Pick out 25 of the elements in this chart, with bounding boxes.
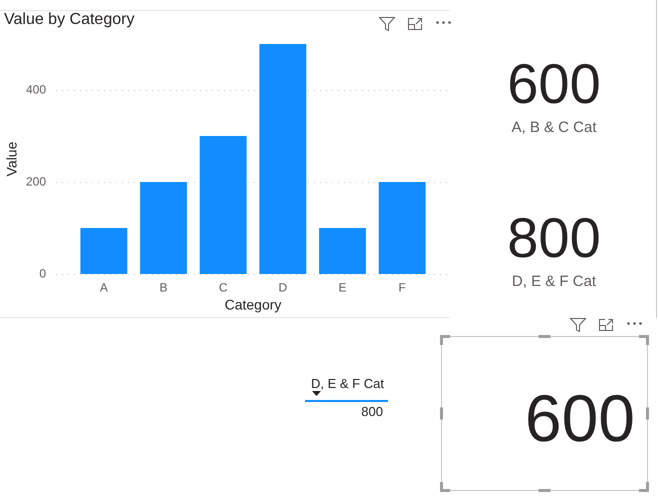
category-label: D, E & F Cat	[512, 272, 596, 290]
data-label: 600	[507, 52, 601, 115]
x-tick-label: F	[398, 280, 406, 295]
bar	[259, 44, 306, 274]
x-tick-label: A	[100, 280, 108, 295]
x-tick-label: B	[159, 280, 168, 295]
data-label: 800	[507, 206, 601, 269]
bar	[140, 182, 187, 274]
bar	[319, 228, 366, 274]
x-tick-label: E	[338, 280, 347, 295]
y-tick-label: 200	[26, 174, 46, 188]
x-tick-label: D	[278, 280, 288, 295]
data-label: 800	[361, 404, 383, 419]
category-label: A, B & C Cat	[511, 119, 597, 136]
y-axis-title: Value	[3, 141, 20, 176]
x-axis-title: Category	[224, 296, 282, 312]
bar	[378, 182, 426, 274]
y-tick-label: 0	[39, 266, 46, 280]
x-tick-label: C	[218, 280, 228, 295]
data-label: 600	[524, 380, 635, 455]
bar	[80, 228, 128, 274]
category-label: D, E & F Cat	[311, 376, 384, 391]
y-tick-label: 400	[26, 82, 46, 96]
bar	[200, 136, 247, 274]
chart-title: Value by Category	[4, 11, 134, 28]
